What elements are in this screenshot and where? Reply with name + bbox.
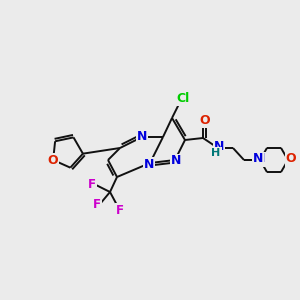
Text: O: O — [200, 113, 210, 127]
Text: F: F — [88, 178, 96, 190]
Text: F: F — [116, 203, 124, 217]
Text: H: H — [212, 148, 220, 158]
Text: F: F — [93, 199, 101, 212]
Text: N: N — [255, 152, 265, 166]
Text: N: N — [137, 130, 147, 142]
Text: Cl: Cl — [176, 92, 190, 104]
Text: N: N — [253, 152, 263, 166]
Text: O: O — [286, 152, 296, 166]
Text: N: N — [214, 140, 224, 152]
Text: O: O — [48, 154, 58, 166]
Text: N: N — [144, 158, 154, 170]
Text: N: N — [171, 154, 181, 167]
